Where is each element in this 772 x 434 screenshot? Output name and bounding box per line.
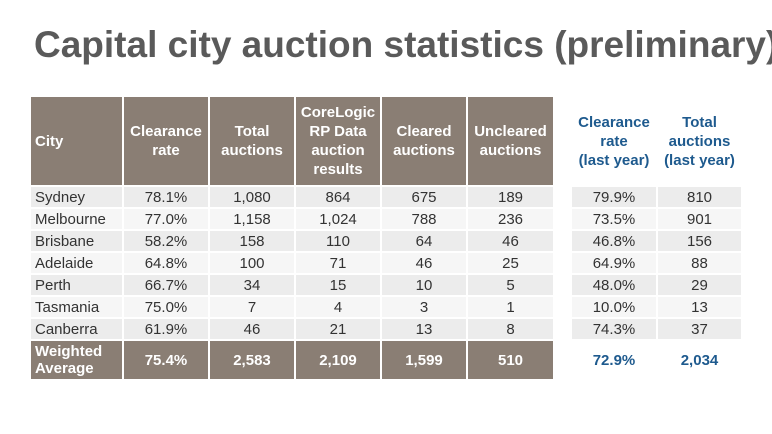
header-clearance-rate-last-year: Clearance rate (last year) xyxy=(570,95,658,187)
cell-corelogic-results: 864 xyxy=(294,185,382,209)
cell-total-auctions: 34 xyxy=(208,273,296,297)
weighted-average-row: Weighted Average 75.4% 2,583 2,109 1,599 … xyxy=(29,339,555,381)
cell-clearance-rate-last-year: 46.8% xyxy=(570,229,658,253)
cell-city: Canberra xyxy=(29,317,124,341)
cell-total-auctions-last-year: 156 xyxy=(656,229,743,253)
table-row: 48.0% 29 xyxy=(570,273,743,297)
cell-corelogic-results: 2,109 xyxy=(294,339,382,381)
cell-clearance-rate: 78.1% xyxy=(122,185,210,209)
cell-total-auctions-last-year: 88 xyxy=(656,251,743,275)
cell-total-auctions-last-year: 37 xyxy=(656,317,743,341)
cell-cleared-auctions: 3 xyxy=(380,295,468,319)
cell-clearance-rate-last-year: 10.0% xyxy=(570,295,658,319)
cell-uncleared-auctions: 510 xyxy=(466,339,555,381)
cell-cleared-auctions: 10 xyxy=(380,273,468,297)
cell-city: Sydney xyxy=(29,185,124,209)
cell-city: Tasmania xyxy=(29,295,124,319)
cell-uncleared-auctions: 1 xyxy=(466,295,555,319)
table-row: 64.9% 88 xyxy=(570,251,743,275)
cell-cleared-auctions: 46 xyxy=(380,251,468,275)
table-row: 10.0% 13 xyxy=(570,295,743,319)
header-cleared-auctions: Cleared auctions xyxy=(380,95,468,187)
page-title: Capital city auction statistics (prelimi… xyxy=(34,24,772,65)
cell-clearance-rate: 58.2% xyxy=(122,229,210,253)
cell-corelogic-results: 21 xyxy=(294,317,382,341)
cell-uncleared-auctions: 236 xyxy=(466,207,555,231)
cell-clearance-rate-last-year: 74.3% xyxy=(570,317,658,341)
cell-clearance-rate-last-year: 79.9% xyxy=(570,185,658,209)
table-row: Canberra 61.9% 46 21 13 8 xyxy=(29,317,555,341)
cell-cleared-auctions: 788 xyxy=(380,207,468,231)
cell-cleared-auctions: 1,599 xyxy=(380,339,468,381)
table-row: 46.8% 156 xyxy=(570,229,743,253)
table-row: 73.5% 901 xyxy=(570,207,743,231)
last-year-header-row: Clearance rate (last year) Total auctions (l… xyxy=(570,95,743,187)
cell-city: Melbourne xyxy=(29,207,124,231)
cell-corelogic-results: 15 xyxy=(294,273,382,297)
cell-uncleared-auctions: 8 xyxy=(466,317,555,341)
cell-clearance-rate: 77.0% xyxy=(122,207,210,231)
table-row: Tasmania 75.0% 7 4 3 1 xyxy=(29,295,555,319)
last-year-average-row: 72.9% 2,034 xyxy=(570,339,743,381)
cell-city: Brisbane xyxy=(29,229,124,253)
cell-uncleared-auctions: 5 xyxy=(466,273,555,297)
cell-total-auctions: 2,583 xyxy=(208,339,296,381)
header-uncleared-auctions: Uncleared auctions xyxy=(466,95,555,187)
cell-total-auctions: 46 xyxy=(208,317,296,341)
cell-clearance-rate: 66.7% xyxy=(122,273,210,297)
cell-clearance-rate-last-year: 64.9% xyxy=(570,251,658,275)
cell-clearance-rate: 75.0% xyxy=(122,295,210,319)
cell-city: Adelaide xyxy=(29,251,124,275)
cell-corelogic-results: 71 xyxy=(294,251,382,275)
cell-clearance-rate: 75.4% xyxy=(122,339,210,381)
cell-clearance-rate: 61.9% xyxy=(122,317,210,341)
header-row: City Clearance rate Total auctions CoreLog… xyxy=(29,95,555,187)
cell-corelogic-results: 1,024 xyxy=(294,207,382,231)
cell-total-auctions-last-year: 901 xyxy=(656,207,743,231)
cell-total-auctions-last-year: 13 xyxy=(656,295,743,319)
cell-city: Weighted Average xyxy=(29,339,124,381)
table-row: Brisbane 58.2% 158 110 64 46 xyxy=(29,229,555,253)
auction-statistics-table: City Clearance rate Total auctions CoreLog… xyxy=(29,95,555,381)
header-clearance-rate: Clearance rate xyxy=(122,95,210,187)
cell-total-auctions-last-year: 810 xyxy=(656,185,743,209)
cell-total-auctions: 1,080 xyxy=(208,185,296,209)
header-total-auctions: Total auctions xyxy=(208,95,296,187)
cell-cleared-auctions: 675 xyxy=(380,185,468,209)
table-row: 74.3% 37 xyxy=(570,317,743,341)
cell-corelogic-results: 4 xyxy=(294,295,382,319)
cell-corelogic-results: 110 xyxy=(294,229,382,253)
cell-uncleared-auctions: 46 xyxy=(466,229,555,253)
cell-city: Perth xyxy=(29,273,124,297)
cell-uncleared-auctions: 25 xyxy=(466,251,555,275)
table-row: Melbourne 77.0% 1,158 1,024 788 236 xyxy=(29,207,555,231)
cell-clearance-rate-last-year: 73.5% xyxy=(570,207,658,231)
header-total-auctions-last-year: Total auctions (last year) xyxy=(656,95,743,187)
table-row: 79.9% 810 xyxy=(570,185,743,209)
cell-clearance-rate: 64.8% xyxy=(122,251,210,275)
cell-clearance-rate-last-year: 72.9% xyxy=(570,339,658,381)
table-row: Adelaide 64.8% 100 71 46 25 xyxy=(29,251,555,275)
cell-total-auctions-last-year: 2,034 xyxy=(656,339,743,381)
cell-total-auctions: 158 xyxy=(208,229,296,253)
cell-total-auctions: 1,158 xyxy=(208,207,296,231)
header-city: City xyxy=(29,95,124,187)
cell-cleared-auctions: 13 xyxy=(380,317,468,341)
table-row: Perth 66.7% 34 15 10 5 xyxy=(29,273,555,297)
cell-total-auctions: 7 xyxy=(208,295,296,319)
cell-total-auctions-last-year: 29 xyxy=(656,273,743,297)
header-corelogic-results: CoreLogic RP Data auction results xyxy=(294,95,382,187)
cell-clearance-rate-last-year: 48.0% xyxy=(570,273,658,297)
last-year-table: Clearance rate (last year) Total auctions (l… xyxy=(570,95,743,381)
cell-uncleared-auctions: 189 xyxy=(466,185,555,209)
cell-total-auctions: 100 xyxy=(208,251,296,275)
cell-cleared-auctions: 64 xyxy=(380,229,468,253)
table-row: Sydney 78.1% 1,080 864 675 189 xyxy=(29,185,555,209)
